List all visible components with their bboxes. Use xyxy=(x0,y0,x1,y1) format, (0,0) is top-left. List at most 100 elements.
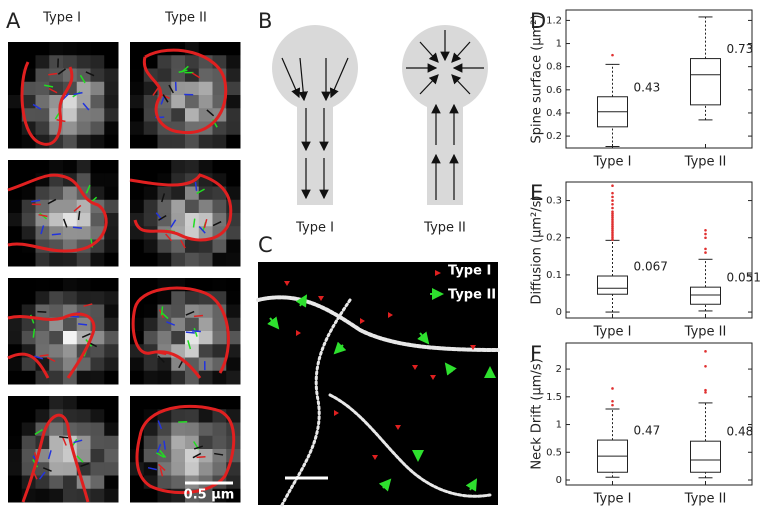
pixel xyxy=(185,108,200,122)
outlier xyxy=(611,238,614,241)
pixel xyxy=(49,462,64,476)
mean-annotation: 0.73 xyxy=(727,42,754,56)
pixel xyxy=(171,435,186,450)
velocity-vector xyxy=(160,306,164,316)
outlier xyxy=(611,191,614,195)
pixel xyxy=(226,344,241,358)
pixel xyxy=(8,304,23,319)
pixel xyxy=(198,409,213,423)
pixel xyxy=(63,42,78,56)
pixel xyxy=(157,55,172,69)
micrograph-cell xyxy=(8,42,119,149)
pixel xyxy=(212,370,227,385)
pixel xyxy=(171,55,186,69)
pixel xyxy=(21,199,36,214)
pixel xyxy=(63,488,78,503)
pixel xyxy=(35,357,50,372)
pixel xyxy=(143,488,158,503)
micrograph-cell xyxy=(8,396,119,503)
pixel xyxy=(212,449,227,463)
pixel xyxy=(63,55,78,69)
velocity-vector xyxy=(193,445,203,450)
velocity-vector xyxy=(165,233,173,242)
pixel xyxy=(130,68,145,83)
pixel xyxy=(49,68,64,83)
mean-annotation: 0.48 xyxy=(727,425,754,439)
pixel xyxy=(21,331,36,345)
pixel xyxy=(143,357,158,372)
pixel xyxy=(198,357,213,372)
x-tick-label: Type II xyxy=(684,155,727,170)
velocity-vector xyxy=(34,428,43,436)
pixel xyxy=(104,370,119,385)
pixel xyxy=(76,199,91,214)
pixel xyxy=(185,357,200,372)
pixel xyxy=(171,81,186,96)
y-tick-label: 1.5 xyxy=(546,392,562,403)
pixel xyxy=(35,396,50,410)
pixel xyxy=(63,278,78,292)
pixel xyxy=(90,278,105,292)
pixel xyxy=(212,462,227,476)
outlier xyxy=(611,221,614,225)
pixel xyxy=(212,81,227,96)
pixel xyxy=(76,422,91,437)
pixel xyxy=(130,160,145,174)
pixel xyxy=(130,488,145,503)
pixel xyxy=(49,160,64,174)
pixel xyxy=(63,317,78,332)
velocity-vector xyxy=(34,355,44,360)
outlier xyxy=(704,251,707,254)
pixel xyxy=(8,68,23,83)
column-title: Type I xyxy=(42,11,81,26)
velocity-vector xyxy=(62,218,68,228)
pixel xyxy=(49,81,64,96)
pixel xyxy=(198,344,213,358)
pixel xyxy=(130,291,145,305)
velocity-vector xyxy=(38,213,48,218)
pixel xyxy=(185,160,200,174)
pixel xyxy=(130,344,145,358)
pixel xyxy=(185,252,200,267)
pixel xyxy=(76,396,91,410)
y-tick-label: 0.4 xyxy=(546,108,562,119)
velocity-vector xyxy=(85,184,91,194)
pixel xyxy=(171,186,186,201)
pixel xyxy=(198,68,213,83)
pixel xyxy=(49,291,64,305)
pixel xyxy=(21,409,36,423)
y-tick-label: 0.3 xyxy=(546,196,562,207)
y-tick-label: 1 xyxy=(556,420,562,431)
micrograph-grid xyxy=(7,42,241,503)
pixel xyxy=(130,213,145,227)
pixel xyxy=(35,278,50,292)
outlier xyxy=(704,247,707,251)
outlier xyxy=(704,236,707,240)
x-tick-label: Type I xyxy=(593,492,632,507)
y-axis-label: Diffusion (µm²/s) xyxy=(530,196,545,305)
pixel xyxy=(104,304,119,319)
pixel xyxy=(171,422,186,437)
pixel xyxy=(198,422,213,437)
pixel xyxy=(8,81,23,96)
pixel xyxy=(21,42,36,56)
outlier xyxy=(611,234,614,238)
scale-label: 0.5 µm xyxy=(184,488,235,503)
pixel xyxy=(90,42,105,56)
pixel xyxy=(130,199,145,214)
pixel xyxy=(8,422,23,437)
dendrites xyxy=(256,295,500,507)
pixel xyxy=(21,370,36,385)
legend-label: Type II xyxy=(448,288,496,303)
pixel xyxy=(143,160,158,174)
outlier xyxy=(611,206,614,210)
pixel xyxy=(185,409,200,423)
pixel xyxy=(8,278,23,292)
pixel xyxy=(63,213,78,227)
pixel xyxy=(63,475,78,490)
pixel xyxy=(198,108,213,122)
outlier xyxy=(611,217,614,221)
pixel xyxy=(63,331,78,345)
pixel xyxy=(90,409,105,423)
pixel xyxy=(143,422,158,437)
